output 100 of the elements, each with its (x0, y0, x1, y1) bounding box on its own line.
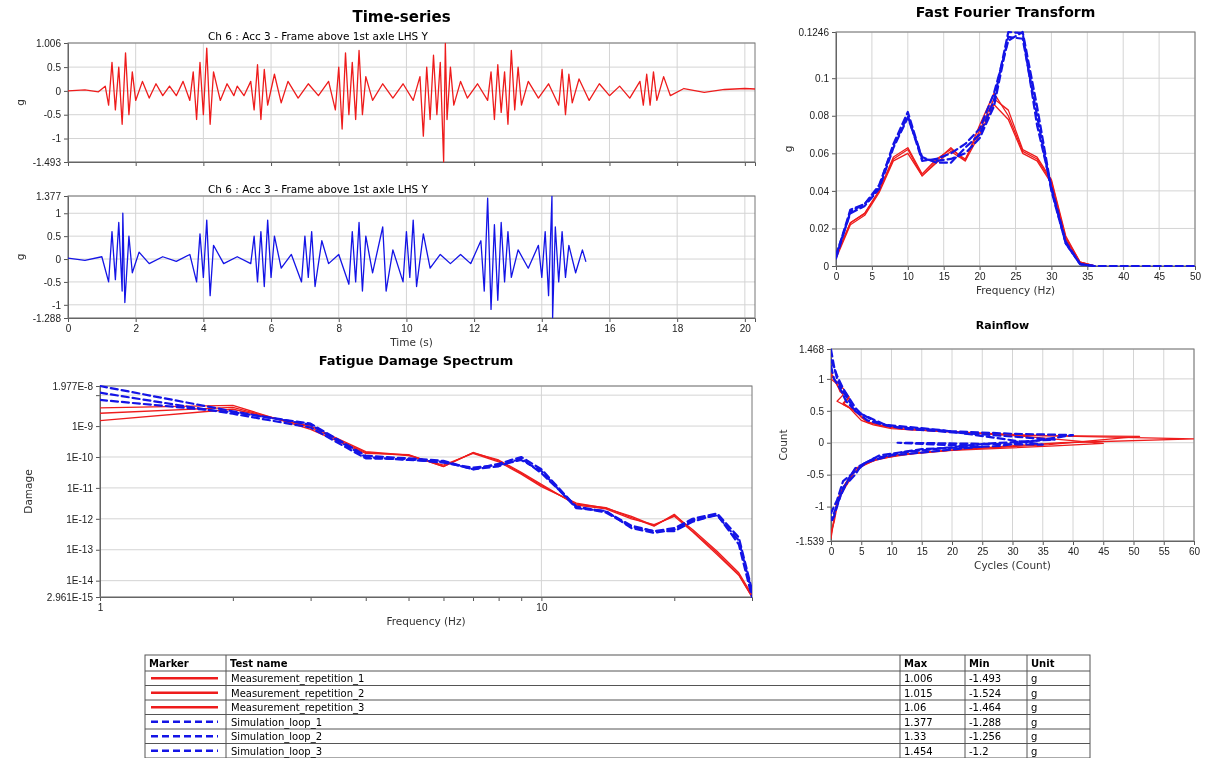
x-axis-title: Cycles (Count) (974, 559, 1051, 571)
series-label: Max (904, 658, 928, 669)
y-tick-label: -1 (52, 133, 62, 145)
y-tick-label: 2.961E-15 (46, 591, 94, 603)
x-tick-label: 35 (1082, 271, 1094, 283)
data-label: -1.464 (969, 702, 1002, 713)
y-tick-label: 1.377 (35, 190, 62, 202)
x-tick-label: 2 (133, 323, 140, 335)
y-tick-label: 1E-11 (67, 482, 94, 494)
category-label: Simulation_loop_3 (231, 745, 322, 758)
chart-title: Fast Fourier Transform (915, 4, 1096, 20)
text: g (1031, 673, 1038, 684)
y-tick-label: -0.5 (43, 109, 62, 121)
y-axis-title: g (14, 253, 26, 261)
y-tick-label: 0.1246 (798, 26, 830, 38)
x-tick-label: 0 (833, 271, 840, 283)
y-tick-label: 0 (818, 437, 825, 449)
y-tick-label: 0.5 (47, 61, 62, 73)
text: Min (969, 658, 990, 669)
text: g (1031, 731, 1038, 742)
y-tick-label: -1.288 (32, 312, 62, 324)
x-tick-label: 50 (1128, 546, 1140, 558)
y-tick-label: 0.06 (809, 148, 830, 160)
category-label: Simulation_loop_2 (231, 731, 322, 743)
y-tick-label: 0.04 (809, 185, 830, 197)
category-label: Simulation_loop_1 (231, 716, 322, 729)
x-tick-label: 55 (1158, 546, 1171, 558)
data-label: 1.33 (904, 731, 927, 742)
y-tick-label: 0.08 (809, 110, 830, 122)
x-tick-label: 45 (1098, 546, 1110, 558)
chart-title: Rainflow (975, 319, 1030, 332)
x-tick-label: 35 (1037, 546, 1050, 558)
data-label: -1.493 (969, 673, 1002, 684)
x-tick-label: 4 (201, 323, 208, 335)
x-tick-label: 18 (672, 323, 684, 335)
x-tick-label: 10 (401, 323, 413, 335)
data-label: 1.015 (904, 687, 933, 699)
data-label: -1.524 (969, 687, 1002, 699)
x-tick-label: 25 (977, 546, 989, 558)
y-axis-title: Damage (22, 469, 34, 514)
text: Test name (230, 658, 288, 669)
x-tick-label: 5 (869, 271, 876, 283)
y-tick-label: 0.1 (815, 72, 830, 84)
y-tick-label: 0 (823, 260, 830, 272)
y-tick-label: 1E-10 (66, 451, 94, 463)
x-tick-label: 40 (1067, 546, 1080, 558)
x-tick-label: 45 (1154, 271, 1166, 283)
y-tick-label: 1E-13 (66, 544, 94, 556)
x-tick-label: 15 (916, 546, 929, 558)
y-tick-label: 0 (55, 253, 62, 265)
x-axis-title: Time (s) (389, 336, 433, 348)
x-tick-label: 20 (974, 271, 987, 283)
text: Marker (149, 658, 189, 669)
x-tick-label: 60 (1188, 546, 1201, 558)
data-label: 1.06 (904, 702, 927, 713)
chart-subtitle: Ch 6 : Acc 3 - Frame above 1st axle LHS Y (208, 30, 429, 42)
y-tick-label: 1 (818, 373, 825, 385)
y-tick-label: 1.977E-8 (52, 380, 94, 392)
text: g (1031, 687, 1038, 699)
y-tick-label: 0.5 (47, 230, 62, 242)
x-tick-label: 50 (1189, 271, 1202, 283)
x-tick-label: 40 (1118, 271, 1130, 283)
x-tick-label: 10 (886, 546, 898, 558)
y-tick-label: 1.468 (798, 343, 825, 355)
text: g (1031, 745, 1038, 757)
category-label: Measurement_repetition_2 (231, 687, 365, 700)
x-tick-label: 10 (902, 271, 915, 283)
category-label: Measurement_repetition_3 (231, 702, 365, 714)
x-tick-label: 25 (1010, 271, 1022, 283)
data-label: -1.288 (969, 716, 1002, 728)
y-tick-label: -0.5 (43, 276, 62, 288)
text: g (1031, 716, 1038, 728)
x-tick-label: 14 (536, 323, 549, 335)
y-tick-label: -1 (52, 299, 62, 311)
x-axis-title: Frequency (Hz) (386, 615, 466, 627)
chart-title: Time-series (352, 8, 451, 26)
chart-subtitle: Ch 6 : Acc 3 - Frame above 1st axle LHS Y (208, 183, 429, 195)
y-axis-title: g (14, 99, 26, 106)
category-label: Measurement_repetition_1 (231, 673, 365, 685)
data-label: 1.454 (904, 745, 933, 757)
y-tick-label: 1.006 (35, 37, 62, 49)
y-tick-label: 1E-12 (66, 513, 94, 525)
x-tick-label: 20 (739, 323, 752, 335)
y-axis-title: g (782, 145, 794, 153)
y-tick-label: 0.02 (809, 223, 830, 235)
x-tick-label: 6 (268, 323, 275, 335)
x-tick-label: 16 (604, 323, 616, 335)
data-label: 1.377 (904, 716, 933, 728)
y-tick-label: 0.5 (810, 405, 825, 417)
y-tick-label: 1 (55, 207, 62, 219)
x-tick-label: 5 (858, 546, 865, 558)
y-tick-label: 1E-9 (71, 420, 94, 432)
x-tick-label: 15 (938, 271, 951, 283)
data-label: -1.2 (969, 745, 989, 757)
x-tick-label: 30 (1007, 546, 1019, 558)
y-tick-label: -1.539 (795, 535, 825, 547)
y-tick-label: 1E-14 (66, 575, 94, 587)
x-tick-label: 10 (536, 602, 548, 614)
y-tick-label: 0 (55, 85, 62, 97)
x-tick-label: 20 (946, 546, 959, 558)
